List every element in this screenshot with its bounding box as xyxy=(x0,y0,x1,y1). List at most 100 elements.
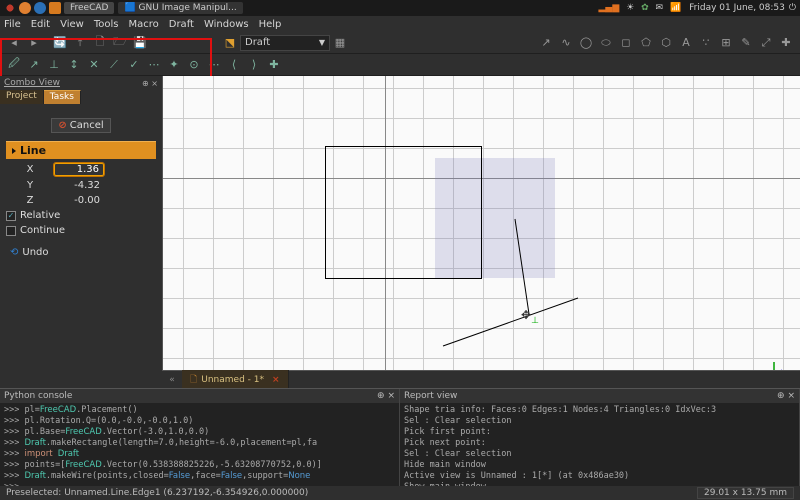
task-section-line[interactable]: Line xyxy=(6,141,156,159)
doc-tab[interactable]: 🗋 Unnamed - 1* × xyxy=(182,370,289,390)
menubar: File Edit View Tools Macro Draft Windows… xyxy=(0,16,800,32)
open-icon[interactable]: 🗁 xyxy=(112,35,128,51)
cancel-button[interactable]: ⊘ Cancel xyxy=(51,118,110,133)
menu-tools[interactable]: Tools xyxy=(94,19,119,30)
document-tabs: « 🗋 Unnamed - 1* × xyxy=(162,370,800,388)
close-icon[interactable]: × xyxy=(272,375,280,385)
dtool-icon[interactable]: ✚ xyxy=(266,57,282,73)
clock: Friday 01 June, 08:53 xyxy=(689,3,785,13)
dtool-icon[interactable]: ⟋ xyxy=(106,57,122,73)
save-icon[interactable]: 💾 xyxy=(132,35,148,51)
continue-label: Continue xyxy=(20,225,65,236)
dtool-icon[interactable]: ✕ xyxy=(86,57,102,73)
drawn-lines xyxy=(163,76,800,388)
wb-next-icon[interactable]: ▦ xyxy=(332,35,348,51)
new-icon[interactable]: 🗋 xyxy=(92,35,108,51)
coord-label: X xyxy=(6,164,54,175)
refresh-icon[interactable]: 🔄 xyxy=(52,35,68,51)
relative-checkbox[interactable]: ✓ xyxy=(6,211,16,221)
undo-button[interactable]: ⟲ Undo xyxy=(6,246,53,259)
dtool-icon[interactable]: ✦ xyxy=(166,57,182,73)
dtool-icon[interactable]: ⟩ xyxy=(246,57,262,73)
menu-view[interactable]: View xyxy=(60,19,84,30)
report-view-panel: Report view⊕ × Shape tria info: Faces:0 … xyxy=(400,389,800,486)
taskbar-app-gimp[interactable]: 🟦 GNU Image Manipul... xyxy=(118,2,242,14)
report-view[interactable]: Shape tria info: Faces:0 Edges:1 Nodes:4… xyxy=(400,403,799,486)
dtool-icon[interactable]: ⋯ xyxy=(146,57,162,73)
nav-back-icon[interactable]: ◂ xyxy=(6,35,22,51)
os-taskbar: FreeCAD 🟦 GNU Image Manipul... ▂▄▆ ☀ ✿ ✉… xyxy=(0,0,800,16)
dtool-icon[interactable]: ↕ xyxy=(66,57,82,73)
coord-input-z[interactable]: -0.00 xyxy=(54,195,104,206)
coord-label: Y xyxy=(6,180,54,191)
python-console[interactable]: >>> pl=FreeCAD.Placement() >>> pl.Rotati… xyxy=(0,403,399,486)
tab-project[interactable]: Project xyxy=(0,90,44,104)
tray-icon[interactable]: 📶 xyxy=(670,3,681,13)
taskbar-app-freecad[interactable]: FreeCAD xyxy=(64,2,114,14)
dtool-icon[interactable]: ⊙ xyxy=(186,57,202,73)
menu-draft[interactable]: Draft xyxy=(169,19,194,30)
add-icon[interactable]: ✚ xyxy=(778,35,794,51)
text-icon[interactable]: A xyxy=(678,35,694,51)
dtool-icon[interactable]: 🖉 xyxy=(6,57,22,73)
move-icon[interactable]: ⤢ xyxy=(758,35,774,51)
doc-icon: 🗋 xyxy=(190,372,197,388)
session-icon[interactable]: ⏻ xyxy=(789,3,796,13)
dtool-icon[interactable]: ⊥ xyxy=(46,57,62,73)
menu-file[interactable]: File xyxy=(4,19,21,30)
home-icon[interactable]: ⤒ xyxy=(72,35,88,51)
dtool-icon[interactable]: ↗ xyxy=(26,57,42,73)
draw-ellipse-icon[interactable]: ⬭ xyxy=(598,35,614,51)
dim-icon[interactable]: ∵ xyxy=(698,35,714,51)
dtool-icon[interactable]: ✓ xyxy=(126,57,142,73)
draw-circle-icon[interactable]: ◯ xyxy=(578,35,594,51)
combo-view-panel: Combo View ⊕ × Project Tasks ⊘ Cancel Li… xyxy=(0,76,162,388)
tray-icon[interactable]: ✉ xyxy=(656,3,664,13)
3d-viewport[interactable]: ✥⊥ xyxy=(162,76,800,388)
tray-icon[interactable]: ✿ xyxy=(641,3,649,13)
menu-macro[interactable]: Macro xyxy=(128,19,158,30)
tab-tasks[interactable]: Tasks xyxy=(44,90,81,104)
dtool-icon[interactable]: ⋯ xyxy=(206,57,222,73)
panel-close-icon[interactable]: ⊕ × xyxy=(777,391,795,401)
nav-fwd-icon[interactable]: ▸ xyxy=(26,35,42,51)
draw-rect-icon[interactable]: ◻ xyxy=(618,35,634,51)
draw-line-icon[interactable]: ↗ xyxy=(538,35,554,51)
draw-wire-icon[interactable]: ∿ xyxy=(558,35,574,51)
panel-close-icon[interactable]: ⊕ × xyxy=(377,391,395,401)
tray-icon[interactable]: ☀ xyxy=(626,3,634,13)
coord-input-x[interactable]: 1.36 xyxy=(54,163,104,176)
bottom-panels: Python console⊕ × >>> pl=FreeCAD.Placeme… xyxy=(0,388,800,486)
workbench-selector[interactable]: Draft▼ xyxy=(240,35,330,51)
continue-checkbox[interactable] xyxy=(6,226,16,236)
launcher-icon[interactable] xyxy=(34,2,46,14)
menu-help[interactable]: Help xyxy=(259,19,282,30)
relative-label: Relative xyxy=(20,210,60,221)
coord-input-y[interactable]: -4.32 xyxy=(54,180,104,191)
systray: ▂▄▆ ☀ ✿ ✉ 📶 xyxy=(597,3,684,13)
point-icon[interactable]: ⊞ xyxy=(718,35,734,51)
launcher-icon[interactable] xyxy=(4,2,16,14)
workbench-icon: ⬔ xyxy=(222,35,238,51)
draw-arc-icon[interactable]: ⬡ xyxy=(658,35,674,51)
python-console-panel: Python console⊕ × >>> pl=FreeCAD.Placeme… xyxy=(0,389,400,486)
main-area: Combo View ⊕ × Project Tasks ⊘ Cancel Li… xyxy=(0,76,800,388)
status-preselect: Preselected: Unnamed.Line.Edge1 (6.23719… xyxy=(6,488,308,498)
edit-icon[interactable]: ✎ xyxy=(738,35,754,51)
status-bar: Preselected: Unnamed.Line.Edge1 (6.23719… xyxy=(0,486,800,500)
task-body: ⊘ Cancel Line X1.36Y-4.32Z-0.00 ✓ Relati… xyxy=(0,104,162,388)
tab-scroll-icon[interactable]: « xyxy=(162,375,182,385)
launcher-icon[interactable] xyxy=(19,2,31,14)
toolbar-draft: 🖉 ↗ ⊥ ↕ ✕ ⟋ ✓ ⋯ ✦ ⊙ ⋯ ⟨ ⟩ ✚ xyxy=(0,54,800,76)
panel-close-icon[interactable]: ⊕ × xyxy=(142,79,158,88)
menu-windows[interactable]: Windows xyxy=(204,19,249,30)
launcher-icon[interactable] xyxy=(49,2,61,14)
panel-title: Combo View ⊕ × xyxy=(0,76,162,90)
dtool-icon[interactable]: ⟨ xyxy=(226,57,242,73)
menu-edit[interactable]: Edit xyxy=(31,19,50,30)
combo-tabs: Project Tasks xyxy=(0,90,162,104)
draw-poly-icon[interactable]: ⬠ xyxy=(638,35,654,51)
undo-icon: ⟲ xyxy=(10,247,18,258)
cancel-icon: ⊘ xyxy=(58,120,66,131)
coord-label: Z xyxy=(6,195,54,206)
